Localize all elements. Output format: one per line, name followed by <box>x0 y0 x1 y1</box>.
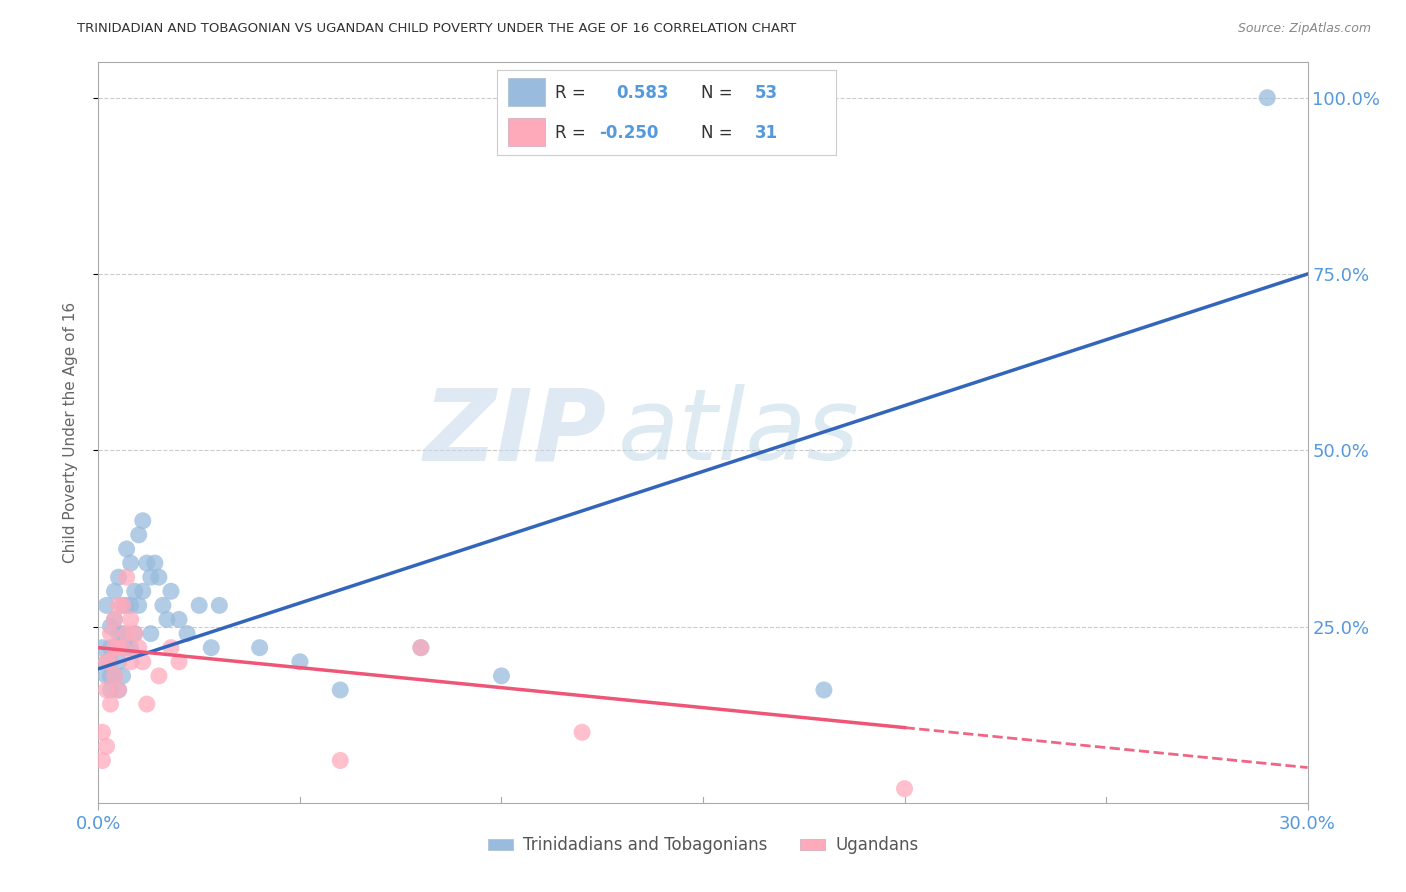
Point <box>200 640 222 655</box>
Point <box>167 655 190 669</box>
Point <box>124 626 146 640</box>
Point <box>167 612 190 626</box>
Point <box>124 626 146 640</box>
Point <box>107 683 129 698</box>
Point <box>111 599 134 613</box>
Point <box>111 669 134 683</box>
Point <box>143 556 166 570</box>
Point <box>288 655 311 669</box>
Point <box>329 683 352 698</box>
Point <box>128 528 150 542</box>
Point <box>100 640 122 655</box>
Point <box>135 697 157 711</box>
Y-axis label: Child Poverty Under the Age of 16: Child Poverty Under the Age of 16 <box>63 302 77 563</box>
Point <box>249 640 271 655</box>
Point <box>103 612 125 626</box>
Point <box>100 683 122 698</box>
Point <box>91 754 114 768</box>
Point <box>103 669 125 683</box>
Point <box>893 781 915 796</box>
Point <box>103 640 125 655</box>
Point <box>96 655 118 669</box>
Point <box>132 584 155 599</box>
Point <box>100 697 122 711</box>
Point <box>103 584 125 599</box>
Point <box>128 599 150 613</box>
Point <box>120 640 142 655</box>
Point <box>115 640 138 655</box>
Point <box>100 655 122 669</box>
Point <box>1256 91 1278 105</box>
Point <box>107 599 129 613</box>
Text: ZIP: ZIP <box>423 384 606 481</box>
Point <box>100 655 122 669</box>
Point <box>120 655 142 669</box>
Point <box>148 570 170 584</box>
Point <box>491 669 513 683</box>
Point <box>148 669 170 683</box>
Point <box>128 640 150 655</box>
Point <box>107 683 129 698</box>
Point <box>103 669 125 683</box>
Point <box>132 514 155 528</box>
Point <box>111 640 134 655</box>
Point <box>96 599 118 613</box>
Point <box>115 599 138 613</box>
Point <box>91 725 114 739</box>
Point <box>124 584 146 599</box>
Point <box>139 570 162 584</box>
Point <box>115 626 138 640</box>
Point <box>115 570 138 584</box>
Point <box>329 754 352 768</box>
Point <box>100 619 122 633</box>
Text: TRINIDADIAN AND TOBAGONIAN VS UGANDAN CHILD POVERTY UNDER THE AGE OF 16 CORRELAT: TRINIDADIAN AND TOBAGONIAN VS UGANDAN CH… <box>77 22 797 36</box>
Point <box>813 683 835 698</box>
Point <box>409 640 432 655</box>
Point <box>409 640 432 655</box>
Point <box>115 541 138 556</box>
Point <box>96 669 118 683</box>
Point <box>208 599 231 613</box>
Point <box>160 640 183 655</box>
Point <box>107 570 129 584</box>
Point <box>156 612 179 626</box>
Point <box>107 655 129 669</box>
Point <box>111 626 134 640</box>
Point <box>132 655 155 669</box>
Point <box>111 599 134 613</box>
Point <box>120 599 142 613</box>
Point <box>139 626 162 640</box>
Legend: Trinidadians and Tobagonians, Ugandans: Trinidadians and Tobagonians, Ugandans <box>481 830 925 861</box>
Point <box>100 626 122 640</box>
Point <box>120 612 142 626</box>
Point <box>120 556 142 570</box>
Text: Source: ZipAtlas.com: Source: ZipAtlas.com <box>1237 22 1371 36</box>
Point <box>107 626 129 640</box>
Text: atlas: atlas <box>619 384 860 481</box>
Point <box>571 725 593 739</box>
Point <box>96 739 118 754</box>
Point <box>188 599 211 613</box>
Point <box>100 669 122 683</box>
Point <box>96 655 118 669</box>
Point <box>111 640 134 655</box>
Point <box>152 599 174 613</box>
Point <box>160 584 183 599</box>
Point <box>135 556 157 570</box>
Point <box>103 612 125 626</box>
Point <box>96 683 118 698</box>
Point <box>91 640 114 655</box>
Point <box>103 640 125 655</box>
Point <box>107 640 129 655</box>
Point <box>176 626 198 640</box>
